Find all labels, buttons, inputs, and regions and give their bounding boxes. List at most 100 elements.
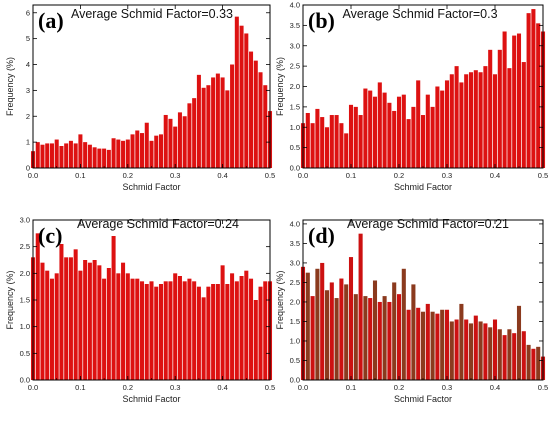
y-axis-label: Frequency (%) xyxy=(275,57,285,116)
chart-title: Average Schmid Factor=0.33 xyxy=(71,7,233,21)
y-tick-label: 3 xyxy=(26,86,30,95)
bar xyxy=(444,309,450,380)
bar xyxy=(396,294,402,380)
bar xyxy=(464,319,469,380)
panel-label: (d) xyxy=(308,223,335,248)
y-tick-label: 3.5 xyxy=(290,21,300,30)
chart-panel-1: 0.0 0.1 0.2 0.3 0.4 0.5 0 1 2 3 4 5 6 Schmid Factor Fr… xyxy=(5,4,275,192)
y-tick-label: 4.0 xyxy=(290,219,300,228)
bar xyxy=(45,270,50,380)
x-tick-label: 0.1 xyxy=(75,171,85,180)
bar xyxy=(64,143,69,168)
y-tick-label: 2.0 xyxy=(290,82,300,91)
bar xyxy=(320,262,325,380)
bar xyxy=(473,70,478,168)
bar xyxy=(121,140,126,168)
y-tick-label: 0.5 xyxy=(20,349,30,358)
bar xyxy=(387,102,392,168)
bar xyxy=(149,281,154,380)
bar xyxy=(382,296,387,380)
x-tick-label: 0.2 xyxy=(123,383,133,392)
bar xyxy=(239,276,244,380)
bar xyxy=(420,115,426,168)
bar xyxy=(531,9,536,168)
bar xyxy=(144,284,149,380)
x-tick-label: 0.0 xyxy=(298,171,308,180)
bar xyxy=(206,85,211,168)
bar xyxy=(201,297,206,380)
bar xyxy=(348,104,354,168)
y-tick-label: 4.0 xyxy=(290,1,300,10)
y-tick-label: 1.5 xyxy=(290,317,300,326)
y-axis-label: Frequency (%) xyxy=(275,270,285,329)
x-tick-label: 0.4 xyxy=(490,171,500,180)
bar xyxy=(464,74,469,168)
bar xyxy=(363,296,368,380)
bar xyxy=(230,64,235,168)
bar xyxy=(329,282,334,380)
x-tick-label: 0.3 xyxy=(442,383,452,392)
bar xyxy=(430,311,435,380)
x-tick-label: 0.3 xyxy=(170,383,180,392)
bar xyxy=(473,315,478,380)
bar xyxy=(536,346,541,380)
bar xyxy=(387,301,392,380)
bar xyxy=(382,92,387,168)
bar xyxy=(416,80,421,168)
bar xyxy=(154,286,159,380)
x-tick-label: 0.0 xyxy=(28,383,38,392)
y-tick-label: 5 xyxy=(26,34,30,43)
bar xyxy=(68,257,73,380)
bar xyxy=(459,82,464,168)
bar xyxy=(358,233,363,380)
bar xyxy=(497,329,502,380)
bar xyxy=(315,108,320,168)
bar xyxy=(512,333,517,380)
y-tick-label: 1 xyxy=(26,138,30,147)
x-axis-label: Schmid Factor xyxy=(122,394,180,404)
bar xyxy=(372,96,378,168)
bar xyxy=(182,281,187,380)
bar xyxy=(102,148,107,168)
bar xyxy=(249,51,254,168)
bar xyxy=(420,311,426,380)
bar xyxy=(401,94,406,168)
y-tick-label: 1.0 xyxy=(290,123,300,132)
bar xyxy=(310,296,315,380)
bar xyxy=(220,77,225,168)
bar xyxy=(329,115,334,168)
y-tick-label: 2.5 xyxy=(290,278,300,287)
bar xyxy=(192,281,197,380)
x-axis-label: Schmid Factor xyxy=(394,394,452,404)
bar xyxy=(149,140,154,168)
bar xyxy=(87,262,92,380)
bar xyxy=(368,90,373,168)
bar xyxy=(111,138,116,168)
bar xyxy=(449,74,454,168)
bar xyxy=(483,66,488,169)
chart-title: Average Schmid Factor=0.24 xyxy=(77,217,239,231)
bar xyxy=(444,80,450,168)
bar xyxy=(440,309,445,380)
bar xyxy=(40,262,45,380)
bar xyxy=(488,327,493,380)
bar xyxy=(368,298,373,380)
bar xyxy=(502,335,507,380)
bar xyxy=(230,273,235,380)
bar xyxy=(372,280,378,380)
bar xyxy=(411,106,416,169)
bar xyxy=(449,321,454,380)
bar xyxy=(121,262,126,380)
bar xyxy=(97,265,102,380)
bar xyxy=(130,278,135,380)
x-tick-label: 0.4 xyxy=(217,171,227,180)
x-tick-label: 0.2 xyxy=(394,171,404,180)
x-tick-label: 0.4 xyxy=(217,383,227,392)
bar xyxy=(521,331,526,380)
x-tick-label: 0.4 xyxy=(490,383,500,392)
bar xyxy=(168,281,173,380)
bar xyxy=(102,278,107,380)
bar xyxy=(225,284,230,380)
bar xyxy=(334,115,339,168)
